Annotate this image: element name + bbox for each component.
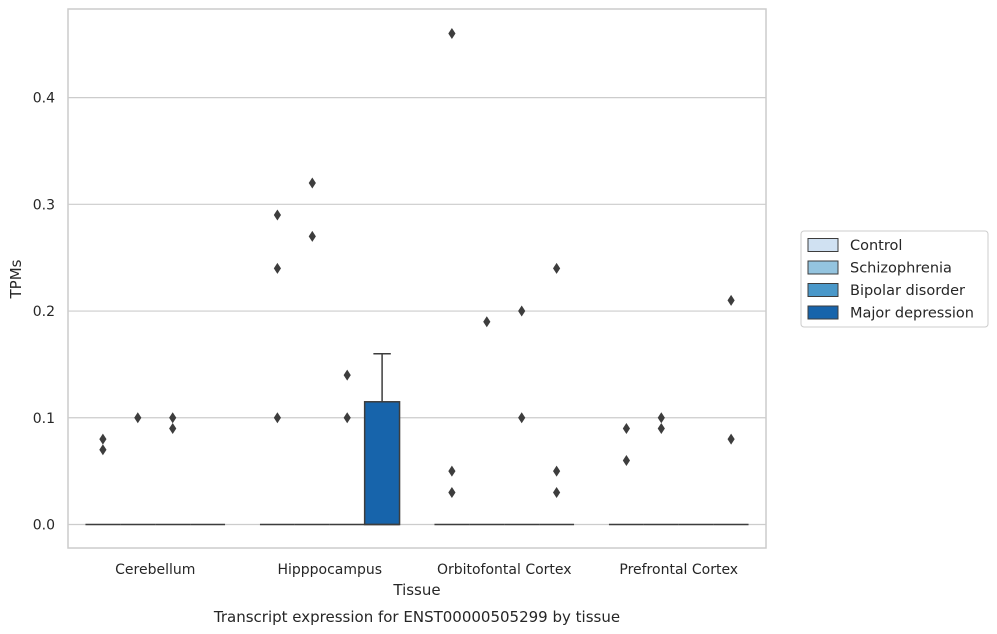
- y-tick-label: 0.1: [33, 411, 55, 427]
- outlier-point: [553, 262, 561, 274]
- legend: Control Schizophrenia Bipolar disorder Majo…: [800, 230, 989, 328]
- outlier-point: [134, 412, 142, 424]
- legend-swatch: [807, 283, 839, 297]
- outlier-point: [169, 422, 177, 434]
- outliers: [99, 28, 735, 498]
- legend-swatch: [807, 238, 839, 252]
- outlier-point: [622, 454, 630, 466]
- outlier-point: [308, 177, 316, 189]
- outlier-point: [727, 294, 735, 306]
- outlier-point: [99, 433, 107, 445]
- outlier-point: [622, 422, 630, 434]
- outlier-point: [448, 28, 456, 40]
- outlier-point: [553, 486, 561, 498]
- x-tick-label: Prefrontal Cortex: [619, 562, 738, 578]
- box: [363, 401, 401, 526]
- legend-swatch: [807, 260, 839, 275]
- outlier-point: [169, 412, 177, 424]
- outlier-point: [273, 209, 281, 221]
- boxes: [85, 352, 749, 526]
- x-axis-title: Tissue: [392, 581, 440, 599]
- outlier-point: [518, 412, 526, 424]
- outlier-point: [343, 412, 351, 424]
- outlier-point: [273, 412, 281, 424]
- y-tick-label: 0.0: [33, 518, 55, 534]
- x-tick-label: Hipppocampus: [277, 562, 382, 578]
- legend-swatch: [807, 305, 839, 320]
- outlier-point: [448, 486, 456, 498]
- y-tick-label: 0.2: [33, 304, 55, 320]
- y-tick-label: 0.3: [33, 197, 55, 213]
- y-tick-labels: 0.0 0.1 0.2 0.3 0.4: [33, 91, 55, 534]
- outlier-point: [518, 305, 526, 317]
- outlier-point: [657, 412, 665, 424]
- outlier-point: [99, 444, 107, 456]
- figure-caption: Transcript expression for ENST0000050529…: [213, 608, 620, 626]
- outlier-point: [553, 465, 561, 477]
- legend-frame: [800, 230, 989, 328]
- x-tick-label: Orbitofontal Cortex: [437, 562, 572, 578]
- x-tick-label: Cerebellum: [115, 562, 195, 578]
- legend-label: Control: [850, 238, 902, 254]
- legend-label: Major depression: [850, 306, 974, 322]
- y-tick-label: 0.4: [33, 91, 55, 107]
- legend-label: Schizophrenia: [850, 261, 952, 277]
- outlier-point: [483, 316, 491, 328]
- legend-label: Bipolar disorder: [850, 283, 965, 299]
- outlier-point: [343, 369, 351, 381]
- outlier-point: [448, 465, 456, 477]
- outlier-point: [273, 262, 281, 274]
- outlier-point: [727, 433, 735, 445]
- y-axis-title: TPMs: [7, 259, 25, 299]
- outlier-point: [308, 230, 316, 242]
- outlier-point: [657, 422, 665, 434]
- x-tick-labels: Cerebellum Hipppocampus Orbitofontal Corte…: [115, 562, 738, 578]
- plot-frame: [67, 8, 767, 549]
